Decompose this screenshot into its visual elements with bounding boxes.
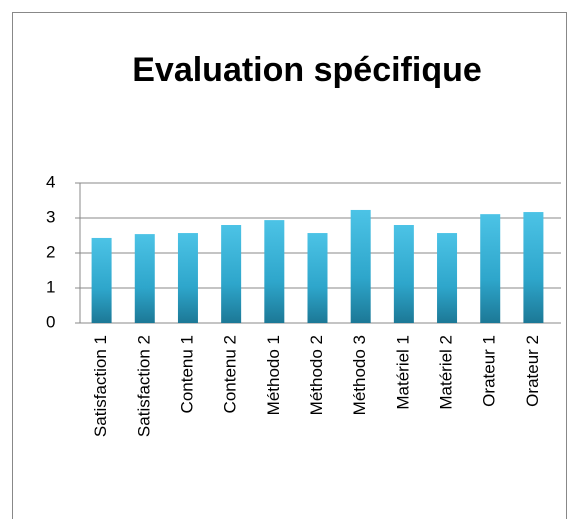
bar: [523, 212, 544, 323]
bar: [307, 233, 328, 323]
x-tick-label: Méthodo 1: [264, 335, 283, 415]
bar: [480, 214, 501, 323]
bar: [177, 233, 198, 323]
x-tick-label: Matériel 2: [437, 335, 456, 410]
y-tick-label: 0: [46, 312, 55, 331]
y-tick-label: 2: [46, 242, 55, 261]
x-tick-label: Contenu 2: [221, 335, 240, 413]
bar: [350, 209, 371, 323]
x-tick-label: Satisfaction 1: [91, 335, 110, 437]
x-tick-label: Méthodo 3: [350, 335, 369, 415]
x-tick-label: Orateur 2: [523, 335, 542, 407]
x-tick-label: Orateur 1: [480, 335, 499, 407]
x-tick-label: Satisfaction 2: [134, 335, 153, 437]
bar: [221, 225, 242, 323]
bar: [437, 233, 458, 323]
bar: [134, 234, 155, 323]
chart-title: Evaluation spécifique: [132, 51, 482, 89]
y-tick-label: 1: [46, 277, 55, 296]
x-tick-label: Matériel 1: [393, 335, 412, 410]
x-tick-label: Contenu 1: [177, 335, 196, 413]
x-tick-label: Méthodo 2: [307, 335, 326, 415]
y-tick-label: 3: [46, 207, 55, 226]
bar: [393, 225, 414, 323]
y-tick-label: 4: [46, 172, 55, 191]
bar: [91, 237, 112, 323]
bar: [264, 220, 285, 323]
